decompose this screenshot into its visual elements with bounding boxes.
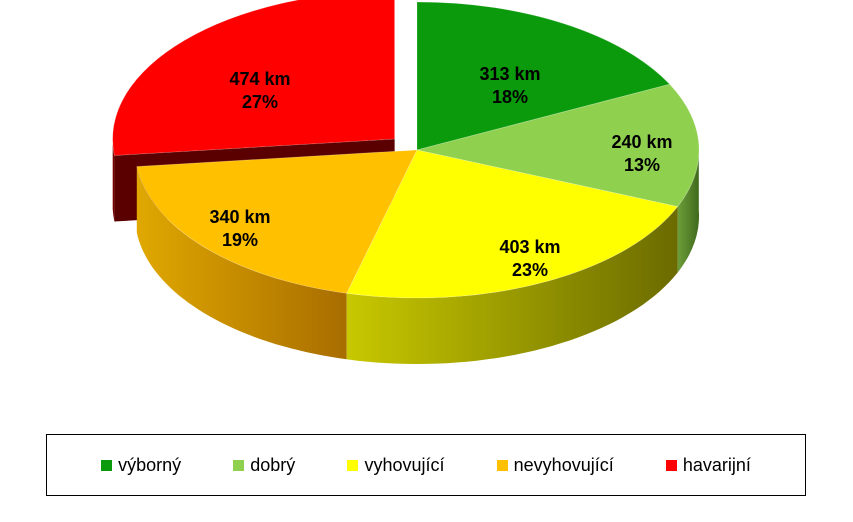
slice-value-label: 474 km xyxy=(229,69,290,89)
slice-wall xyxy=(346,206,678,364)
legend-swatch xyxy=(233,459,245,471)
legend-label: výborný xyxy=(118,454,182,475)
slice-value-label: 340 km xyxy=(209,207,270,227)
legend-swatch xyxy=(101,459,113,471)
legend-item-vyhovujici: vyhovující xyxy=(347,454,445,476)
slice-wall xyxy=(677,145,699,273)
slice-2-top xyxy=(416,83,700,208)
legend-label: nevyhovující xyxy=(513,454,614,475)
legend-label: vyhovující xyxy=(364,454,445,475)
legend-swatch xyxy=(665,459,677,471)
legend: výborný dobrý vyhovující nevyhovující ha… xyxy=(46,434,806,496)
legend-swatch xyxy=(496,459,508,471)
slice-percent-label: 13% xyxy=(624,155,660,175)
slice-5-top xyxy=(112,0,396,156)
slice-4-side xyxy=(136,166,347,360)
legend-item-havarijni: havarijní xyxy=(665,454,751,476)
slice-wall xyxy=(136,166,347,360)
slice-percent-label: 27% xyxy=(242,92,278,112)
legend-swatch xyxy=(347,459,359,471)
slice-value-label: 313 km xyxy=(479,64,540,84)
legend-item-nevyhovujici: nevyhovující xyxy=(496,454,614,476)
slice-3-side xyxy=(346,206,678,364)
slice-percent-label: 18% xyxy=(492,87,528,107)
legend-item-dobry: dobrý xyxy=(233,455,295,476)
legend-label: havarijní xyxy=(682,454,751,475)
slice-value-label: 403 km xyxy=(499,237,560,257)
slice-3-top xyxy=(346,149,679,299)
slice-value-label: 240 km xyxy=(611,132,672,152)
slice-wall xyxy=(112,136,115,222)
slice-1-top xyxy=(416,1,671,151)
slice-percent-label: 19% xyxy=(222,230,258,250)
slice-4-top xyxy=(136,149,418,294)
legend-label: dobrý xyxy=(250,454,296,475)
legend-item-vyborny: výborný xyxy=(101,455,181,476)
slice-percent-label: 23% xyxy=(512,260,548,280)
slice-2-side xyxy=(677,145,699,273)
